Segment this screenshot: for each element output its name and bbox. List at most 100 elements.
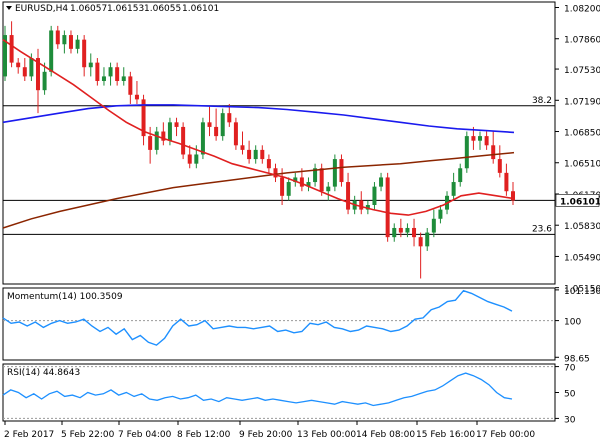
candle-up [121,76,126,81]
candle-down [115,67,120,81]
momentum-y-tick-label: 98.65 [564,354,590,364]
candle-up [306,182,311,187]
candle-up [167,122,172,141]
x-tick-label: 5 Feb 22:00 [61,430,115,440]
current-price-label: 1.06101 [560,197,600,207]
x-tick-label: 14 Feb 08:00 [356,430,415,440]
candle-up [253,149,258,160]
candle-up [293,177,298,183]
candle-down [319,168,324,192]
candle-up [194,154,199,164]
price-y-tick-label: 1.06510 [564,160,600,170]
candle-up [29,58,34,77]
candle-down [82,39,87,68]
ohlc-value: 1.06153 [107,4,144,14]
momentum-line [2,289,513,346]
candle-down [247,149,252,160]
rsi-y-tick-label: 50 [564,390,576,400]
candle-down [174,122,179,127]
price-y-tick-label: 1.05830 [564,222,600,232]
candle-down [207,122,212,127]
title-arrow-icon [6,6,12,10]
ohlc-value: 1.06101 [182,4,219,14]
candle-down [35,58,40,91]
fib-level-label: 23.6 [532,224,552,234]
candle-down [412,227,417,238]
sma-mid-line [2,104,515,134]
candle-down [418,237,423,247]
rsi-title: RSI(14) 44.8643 [7,368,80,378]
candle-up [431,218,436,233]
candle-up [62,35,67,45]
candle-down [491,145,496,160]
sma-fast-line [2,39,515,216]
momentum-panel: 101.1304 100 98.65 Momentum(14) 100.3509 [2,287,600,364]
candle-down [280,177,285,196]
candle-up [478,136,483,141]
candle-up [451,182,456,196]
candle-up [392,227,397,238]
x-tick-label: 15 Feb 16:00 [416,430,475,440]
candle-up [154,131,159,150]
candle-down [187,154,192,164]
price-y-tick-label: 1.06850 [564,129,600,139]
candle-up [75,39,80,49]
price-y-tick-label: 1.07860 [564,36,600,46]
candle-up [332,159,337,187]
candle-down [181,126,186,155]
rsi-y-tick-label: 70 [564,364,576,374]
candle-down [504,172,509,192]
candle-up [326,186,331,192]
candle-down [273,168,278,178]
candle-up [313,168,318,183]
candle-down [22,67,27,77]
candle-down [16,62,21,68]
candle-up [365,205,370,210]
candle-down [161,131,166,141]
candle-up [220,113,225,137]
candle-down [128,76,133,95]
momentum-title: Momentum(14) 100.3509 [7,292,123,302]
candle-up [49,30,54,72]
candle-up [425,232,430,247]
candle-down [385,177,390,238]
rsi-panel: 70 50 30 RSI(14) 44.8643 [2,363,576,425]
ohlc-value: 1.06055 [144,4,181,14]
candle-down [141,99,146,137]
price-y-tick-label: 1.07530 [564,66,600,76]
candle-down [260,149,265,160]
x-axis: 2 Feb 2017 5 Feb 22:00 7 Feb 04:00 8 Feb 12… [4,421,535,440]
candle-down [346,182,351,210]
x-tick-label: 9 Feb 20:00 [239,430,293,440]
price-y-tick-label: 1.05150 [564,285,600,295]
candle-up [88,62,93,68]
candle-up [108,67,113,77]
candle-up [42,71,47,91]
x-tick-label: 8 Feb 12:00 [177,430,231,440]
momentum-y-tick-label: 100 [564,318,581,328]
ohlc-value: 1.06057 [70,4,107,14]
candle-down [240,145,245,150]
candle-down [398,227,403,233]
candle-up [379,177,384,187]
candle-down [233,122,238,146]
price-y-tick-label: 1.08200 [564,5,600,15]
candle-up [372,186,377,206]
candle-down [497,159,502,173]
x-tick-label: 7 Feb 04:00 [118,430,172,440]
x-tick-label: 17 Feb 00:00 [476,430,535,440]
candle-down [148,136,153,150]
candle-down [134,94,139,100]
candle-up [458,168,463,183]
candle-up [405,227,410,233]
price-panel: 1.08200 1.07860 1.07530 1.07190 1.06850 1.065… [2,0,600,295]
candle-down [9,35,14,63]
candle-down [266,159,271,169]
candle-up [464,136,469,169]
sma-slow-line [2,151,515,229]
candle-down [359,200,364,210]
candle-down [339,159,344,183]
x-tick-label: 13 Feb 00:00 [297,430,356,440]
